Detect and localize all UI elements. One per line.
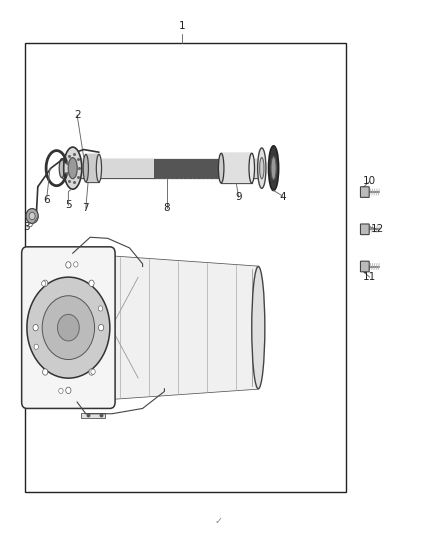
Ellipse shape xyxy=(219,154,224,183)
Text: ✓: ✓ xyxy=(215,515,223,526)
Ellipse shape xyxy=(260,158,264,179)
Text: 9: 9 xyxy=(235,192,242,203)
Bar xyxy=(81,413,106,418)
Circle shape xyxy=(99,325,104,331)
Ellipse shape xyxy=(83,155,88,182)
Circle shape xyxy=(42,369,48,375)
Circle shape xyxy=(42,280,48,286)
Circle shape xyxy=(34,344,39,350)
Circle shape xyxy=(27,277,110,378)
FancyBboxPatch shape xyxy=(360,261,369,272)
Ellipse shape xyxy=(271,157,276,180)
Ellipse shape xyxy=(252,266,265,389)
Text: 3: 3 xyxy=(24,222,30,232)
Ellipse shape xyxy=(249,154,254,183)
Text: 6: 6 xyxy=(43,195,50,205)
Bar xyxy=(221,154,252,183)
Circle shape xyxy=(89,280,94,286)
Circle shape xyxy=(74,262,78,267)
Text: 1: 1 xyxy=(179,21,185,31)
Ellipse shape xyxy=(59,159,64,177)
Polygon shape xyxy=(68,253,258,402)
Circle shape xyxy=(42,296,95,360)
Bar xyxy=(62,159,263,177)
Bar xyxy=(86,155,99,182)
FancyBboxPatch shape xyxy=(21,247,115,408)
Circle shape xyxy=(42,281,46,286)
Ellipse shape xyxy=(64,147,82,189)
Text: 2: 2 xyxy=(74,110,81,120)
Ellipse shape xyxy=(68,158,77,179)
Text: 7: 7 xyxy=(82,203,89,213)
Ellipse shape xyxy=(96,155,102,182)
Circle shape xyxy=(98,306,102,311)
Ellipse shape xyxy=(268,146,279,190)
Circle shape xyxy=(26,208,38,223)
Text: 8: 8 xyxy=(163,203,170,213)
Text: 5: 5 xyxy=(65,200,72,211)
Bar xyxy=(153,159,219,177)
Circle shape xyxy=(59,388,63,393)
Text: 11: 11 xyxy=(363,272,376,282)
Circle shape xyxy=(33,325,38,331)
FancyBboxPatch shape xyxy=(360,187,369,197)
Ellipse shape xyxy=(258,148,266,188)
FancyBboxPatch shape xyxy=(360,224,369,235)
Circle shape xyxy=(66,387,71,393)
Text: 12: 12 xyxy=(371,224,384,235)
Circle shape xyxy=(29,212,35,220)
Circle shape xyxy=(66,262,71,268)
Bar xyxy=(25,43,346,492)
Text: 4: 4 xyxy=(279,192,286,203)
Circle shape xyxy=(57,314,79,341)
Circle shape xyxy=(89,369,94,375)
Circle shape xyxy=(91,369,95,374)
Text: 10: 10 xyxy=(363,176,376,187)
